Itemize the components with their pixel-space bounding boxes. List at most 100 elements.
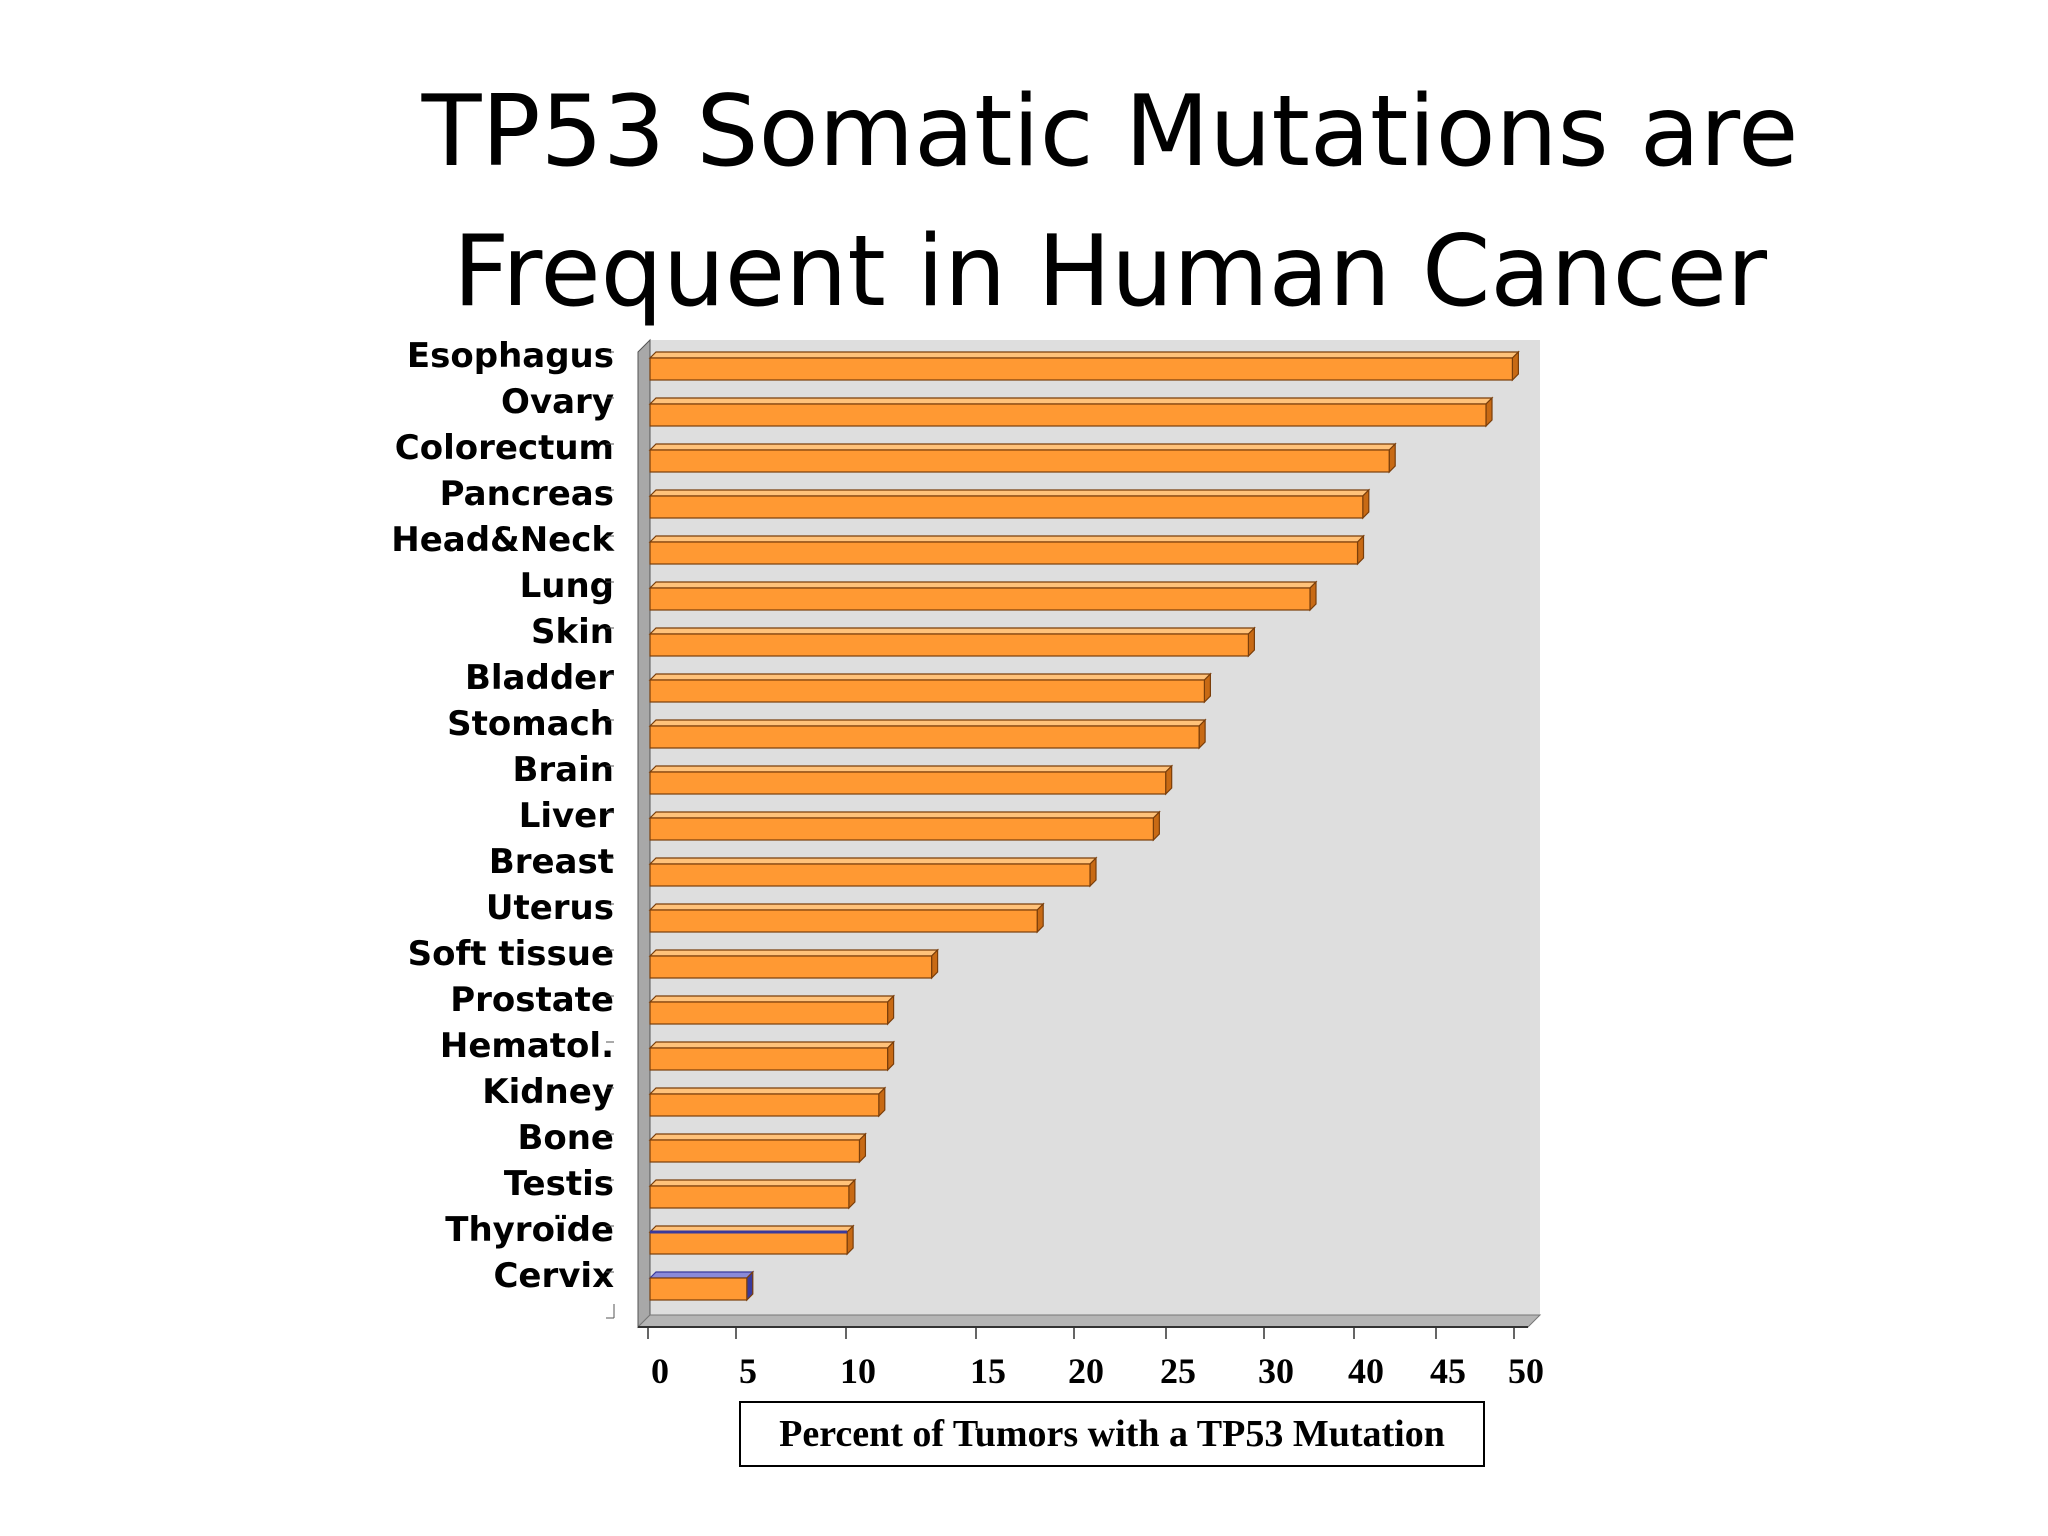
x-tick-label: 40 <box>1348 1351 1384 1391</box>
bar-front-face <box>649 357 1514 381</box>
x-tick-label: 5 <box>739 1351 757 1391</box>
category-label: Skin <box>531 612 614 652</box>
bar <box>648 350 1520 382</box>
category-label: Soft tissue <box>408 934 614 974</box>
slide-title-line-2: Frequent in Human Cancer <box>452 215 1768 329</box>
category-label: Bladder <box>465 658 614 698</box>
category-label: Colorectum <box>395 428 614 468</box>
x-tick-label: 15 <box>970 1351 1006 1391</box>
category-label: Head&Neck <box>391 520 615 560</box>
bar-front-face <box>649 1001 889 1025</box>
bar-top-face <box>648 397 1494 405</box>
x-tick-label: 10 <box>840 1351 876 1391</box>
bar-front-face <box>649 449 1390 473</box>
plot-floor <box>636 1314 1542 1328</box>
category-label: Thyroïde <box>445 1210 614 1250</box>
bar-top-face <box>648 857 1098 865</box>
bar-top-face <box>648 1133 867 1141</box>
x-tick-label: 20 <box>1068 1351 1104 1391</box>
bar <box>648 810 1161 842</box>
bar-top-face <box>648 811 1161 819</box>
category-label: Esophagus <box>407 336 614 376</box>
category-labels: Esophagus Ovary Colorectum Pancreas Head&Nec… <box>391 336 615 1319</box>
bar-front-face <box>649 909 1038 933</box>
bar-front-face <box>649 679 1206 703</box>
x-tick-label: 25 <box>1160 1351 1196 1391</box>
bar <box>648 1132 867 1164</box>
bar-front-face <box>649 863 1091 887</box>
bar-front-face <box>649 1277 748 1301</box>
bar <box>648 396 1494 428</box>
bar <box>648 1224 855 1256</box>
bar <box>648 1040 896 1072</box>
bar-top-face <box>648 581 1318 589</box>
bar-front-face <box>649 633 1250 657</box>
bar <box>648 1178 857 1210</box>
bar-series <box>648 350 1520 1302</box>
bar <box>648 994 896 1026</box>
x-axis-title: Percent of Tumors with a TP53 Mutation <box>739 1401 1485 1467</box>
category-label: Stomach <box>447 704 614 744</box>
category-label: Brain <box>513 750 615 790</box>
bar-front-face <box>649 817 1154 841</box>
bar-front-face <box>649 955 933 979</box>
x-tick-label: 45 <box>1430 1351 1466 1391</box>
x-tick-label: 0 <box>651 1351 669 1391</box>
bar-top-face <box>648 719 1207 727</box>
bar-top-face <box>648 627 1256 635</box>
bar-front-face <box>649 587 1311 611</box>
bar <box>648 580 1318 612</box>
bar <box>648 672 1212 704</box>
bar-front-face <box>649 495 1364 519</box>
slide-title-line-1: TP53 Somatic Mutations are <box>421 75 1799 189</box>
bar-front-face <box>649 771 1167 795</box>
bar-front-face <box>649 1185 850 1209</box>
bar-front-face <box>649 541 1359 565</box>
bar <box>648 534 1365 566</box>
bar-top-face <box>648 351 1520 359</box>
bar <box>648 948 940 980</box>
category-label: Testis <box>504 1164 614 1204</box>
bar <box>648 856 1098 888</box>
bar <box>648 718 1207 750</box>
x-axis-ticks: 0 5 10 15 20 25 30 40 45 50 <box>647 1327 1544 1391</box>
bar-top-face <box>648 535 1365 543</box>
category-label: Hematol. <box>440 1026 614 1066</box>
bar <box>648 764 1174 796</box>
bar <box>648 626 1256 658</box>
bar-top-face <box>648 1041 896 1049</box>
bar-top-face <box>648 489 1371 497</box>
category-label: Breast <box>489 842 614 882</box>
bar-top-face <box>648 443 1397 451</box>
bar <box>648 1270 755 1302</box>
x-tick-label: 50 <box>1508 1351 1544 1391</box>
plot-left-wall <box>637 338 651 1329</box>
bar-top-face <box>648 673 1212 681</box>
bar-top-face <box>648 949 940 957</box>
category-label: Bone <box>517 1118 614 1158</box>
bar-top-face <box>648 1179 857 1187</box>
category-label: Liver <box>519 796 615 836</box>
bar-top-face <box>648 1087 887 1095</box>
bar <box>648 1086 887 1118</box>
category-label: Kidney <box>482 1072 614 1112</box>
x-tick-label: 30 <box>1258 1351 1294 1391</box>
bar-top-face <box>648 903 1045 911</box>
category-label: Cervix <box>493 1256 614 1296</box>
category-label: Lung <box>520 566 614 606</box>
bar <box>648 902 1045 934</box>
bar-front-face <box>649 1231 848 1255</box>
bar-front-face <box>649 725 1200 749</box>
bar <box>648 442 1397 474</box>
bar-front-face <box>649 403 1487 427</box>
category-label: Prostate <box>450 980 614 1020</box>
slide-title: TP53 Somatic Mutations are Frequent in H… <box>420 62 1800 342</box>
bar-top-face <box>648 995 896 1003</box>
bar <box>648 488 1371 520</box>
category-label: Pancreas <box>440 474 614 514</box>
category-label: Ovary <box>501 382 614 422</box>
bar-top-face <box>648 765 1174 773</box>
bar-front-face <box>649 1047 889 1071</box>
bar-top-face <box>648 1271 755 1279</box>
